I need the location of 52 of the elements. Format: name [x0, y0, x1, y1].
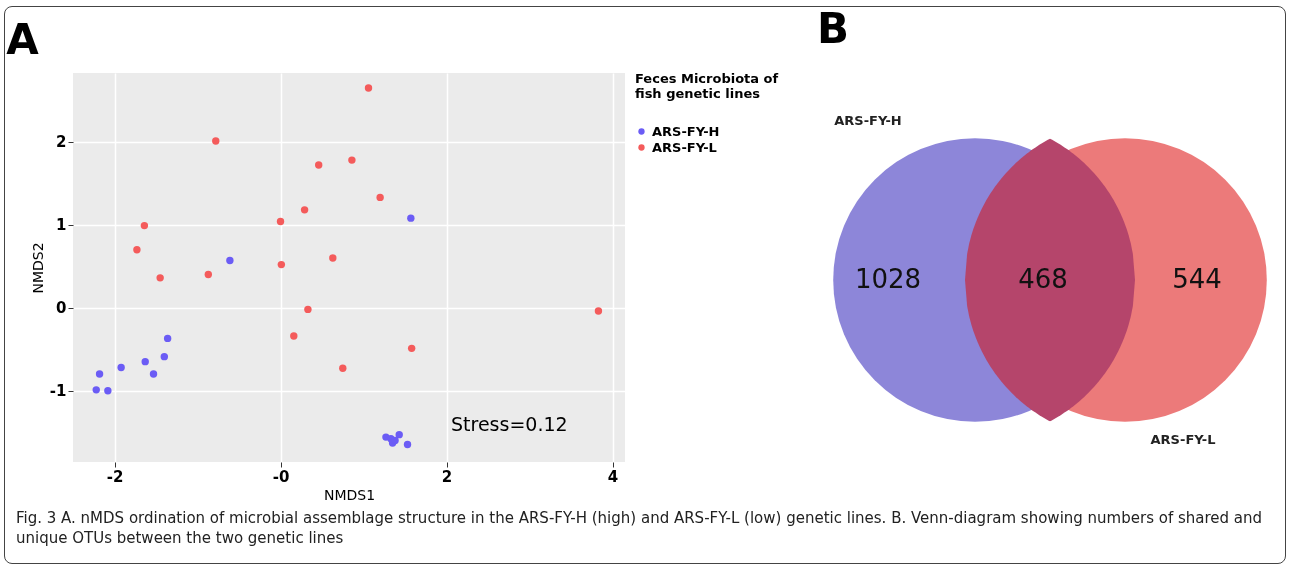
- point: [133, 245, 141, 254]
- x-axis-title: NMDS1: [323, 486, 376, 503]
- category-label: ARS-FY-L: [1150, 432, 1216, 447]
- caption: Fig. 3 A. nMDS ordination of microbial assemblage structure in the ARS-FY-H (high) and ARS-FY-L (low) genetic lines. B. Venn-diagram showing numbers of shared and unique OTUs between the two genetic lines: [16, 508, 1264, 549]
- x-tick-label: -0: [272, 467, 290, 486]
- y-axis-title: NMDS2: [29, 242, 46, 294]
- data-label: 544: [1172, 264, 1222, 294]
- point: [304, 305, 312, 314]
- y-tick-label: 2: [56, 133, 67, 152]
- chart-title: A: [6, 15, 40, 64]
- x-tick-label: 4: [607, 467, 619, 486]
- category-label: ARS-FY-H: [834, 113, 902, 128]
- point: [117, 363, 125, 372]
- point: [141, 357, 149, 366]
- point: [277, 260, 286, 269]
- point: [140, 221, 149, 230]
- point: [314, 161, 323, 169]
- point: [395, 430, 403, 439]
- point: [276, 217, 285, 226]
- data-label: 1028: [854, 264, 922, 294]
- point: [163, 334, 172, 343]
- point: [348, 156, 356, 164]
- y-tick-label: -1: [49, 382, 67, 401]
- text: B: [817, 4, 850, 53]
- point: [95, 370, 104, 378]
- point: [403, 440, 412, 449]
- point: [407, 214, 415, 222]
- legend-title: Feces Microbiota of fish genetic lines: [635, 71, 779, 101]
- x-tick-label: 2: [441, 467, 453, 486]
- point: [339, 364, 347, 372]
- point: [149, 370, 158, 378]
- point: [300, 206, 309, 214]
- point: [376, 193, 384, 202]
- point: [156, 274, 164, 282]
- point: [92, 386, 100, 394]
- point: [329, 254, 337, 262]
- point: [204, 270, 213, 279]
- annotation: Stress=0.12: [451, 413, 568, 435]
- legend-label: ARS-FY-L: [652, 139, 717, 155]
- point: [364, 84, 373, 92]
- y-tick-label: 0: [56, 299, 67, 318]
- point: [226, 256, 234, 265]
- point: [594, 307, 603, 315]
- point: [212, 137, 220, 145]
- point: [407, 344, 416, 353]
- point: [290, 332, 298, 340]
- data-label: 468: [1018, 264, 1068, 294]
- x-tick-label: -2: [106, 467, 124, 486]
- legend-label: ARS-FY-H: [652, 123, 720, 139]
- point: [104, 386, 112, 395]
- point: [160, 352, 169, 361]
- y-tick-label: 1: [56, 216, 67, 235]
